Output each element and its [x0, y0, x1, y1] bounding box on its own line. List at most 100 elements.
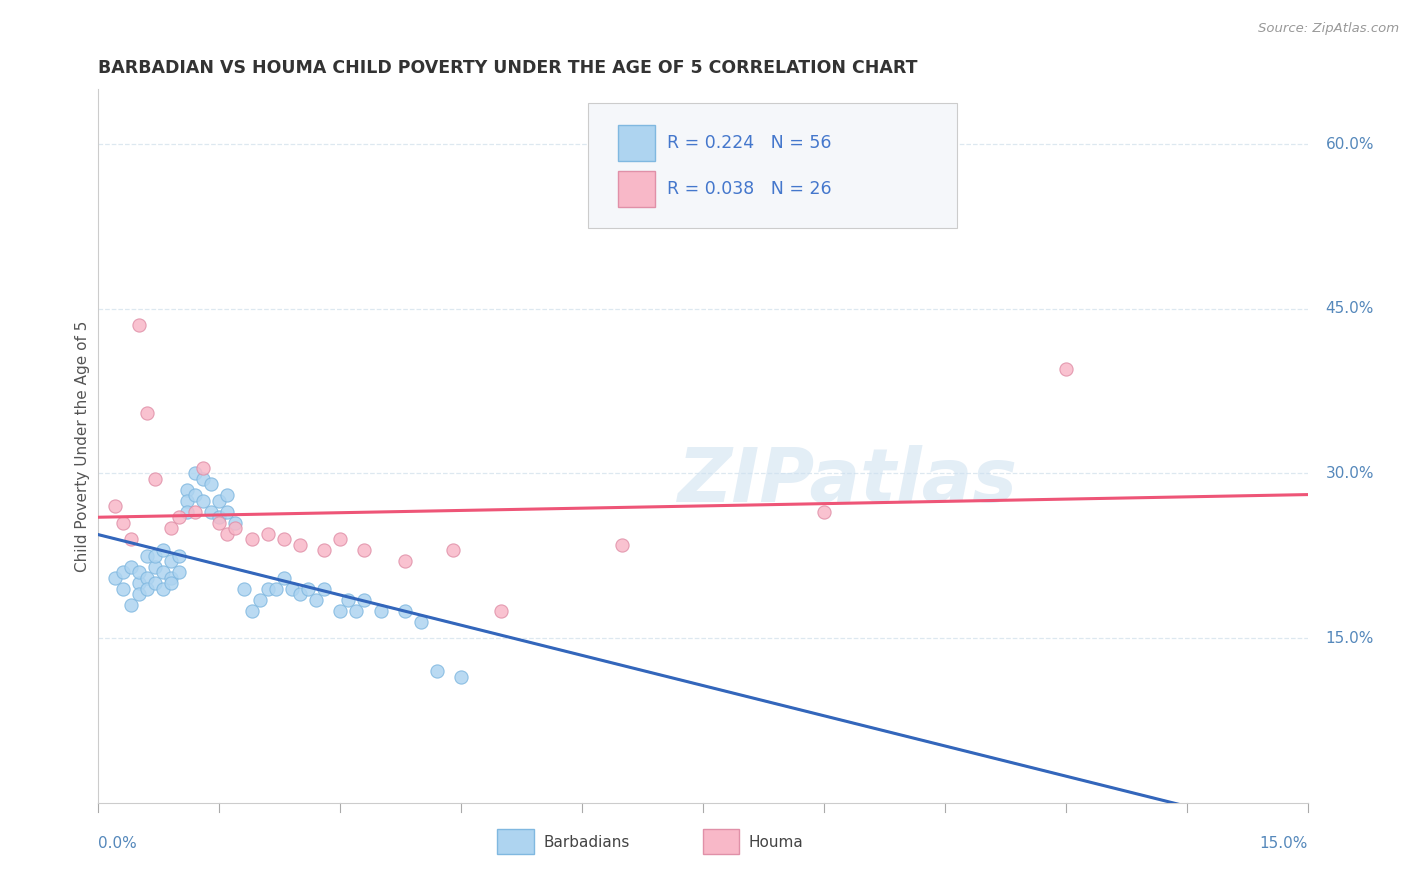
Point: [337, 592, 360, 607]
Text: Barbadians: Barbadians: [543, 835, 630, 849]
Point: [344, 604, 367, 618]
Point: [426, 664, 449, 678]
Point: [208, 494, 231, 508]
FancyBboxPatch shape: [588, 103, 957, 228]
Point: [135, 571, 157, 585]
Text: 0.0%: 0.0%: [98, 836, 138, 851]
Point: [111, 582, 134, 596]
Point: [193, 472, 215, 486]
Point: [208, 516, 231, 530]
Point: [152, 566, 174, 580]
Point: [329, 533, 352, 547]
Point: [200, 505, 222, 519]
Point: [143, 549, 166, 563]
Point: [128, 566, 150, 580]
Point: [167, 549, 190, 563]
Point: [184, 467, 207, 481]
Point: [160, 521, 183, 535]
Point: [103, 500, 125, 514]
Point: [193, 494, 215, 508]
Text: Houma: Houma: [749, 835, 804, 849]
FancyBboxPatch shape: [703, 830, 740, 855]
Point: [160, 554, 183, 568]
Point: [193, 461, 215, 475]
Point: [143, 576, 166, 591]
Text: 30.0%: 30.0%: [1326, 466, 1374, 481]
Point: [184, 505, 207, 519]
Point: [264, 582, 287, 596]
Point: [288, 538, 311, 552]
Point: [160, 576, 183, 591]
Point: [128, 587, 150, 601]
Point: [612, 538, 634, 552]
Point: [160, 571, 183, 585]
Point: [394, 604, 416, 618]
FancyBboxPatch shape: [619, 125, 655, 161]
Point: [208, 510, 231, 524]
Point: [329, 604, 352, 618]
Point: [273, 533, 295, 547]
Text: 45.0%: 45.0%: [1326, 301, 1374, 317]
Point: [314, 582, 336, 596]
Point: [217, 488, 239, 502]
Point: [305, 592, 328, 607]
Point: [120, 533, 142, 547]
FancyBboxPatch shape: [498, 830, 534, 855]
Point: [249, 592, 271, 607]
Point: [135, 406, 157, 420]
Point: [288, 587, 311, 601]
Point: [813, 505, 835, 519]
Y-axis label: Child Poverty Under the Age of 5: Child Poverty Under the Age of 5: [75, 320, 90, 572]
Point: [240, 604, 263, 618]
Point: [128, 576, 150, 591]
Point: [217, 526, 239, 541]
Point: [314, 543, 336, 558]
Text: R = 0.224   N = 56: R = 0.224 N = 56: [666, 134, 831, 152]
Point: [103, 571, 125, 585]
Point: [441, 543, 464, 558]
Point: [232, 582, 254, 596]
Point: [128, 318, 150, 333]
Point: [143, 559, 166, 574]
Text: 60.0%: 60.0%: [1326, 136, 1374, 152]
Text: BARBADIAN VS HOUMA CHILD POVERTY UNDER THE AGE OF 5 CORRELATION CHART: BARBADIAN VS HOUMA CHILD POVERTY UNDER T…: [98, 59, 918, 77]
FancyBboxPatch shape: [619, 171, 655, 207]
Text: R = 0.038   N = 26: R = 0.038 N = 26: [666, 180, 831, 198]
Point: [143, 472, 166, 486]
Point: [176, 483, 198, 497]
Point: [152, 582, 174, 596]
Point: [450, 669, 472, 683]
Point: [273, 571, 295, 585]
Text: 15.0%: 15.0%: [1326, 631, 1374, 646]
Point: [217, 505, 239, 519]
Point: [297, 582, 319, 596]
Point: [111, 566, 134, 580]
Point: [256, 582, 278, 596]
Point: [184, 488, 207, 502]
Text: Source: ZipAtlas.com: Source: ZipAtlas.com: [1258, 22, 1399, 36]
Point: [370, 604, 392, 618]
Point: [167, 510, 190, 524]
Point: [394, 554, 416, 568]
Point: [111, 516, 134, 530]
Point: [176, 494, 198, 508]
Point: [120, 559, 142, 574]
Point: [1054, 362, 1077, 376]
Text: ZIPatlas: ZIPatlas: [678, 445, 1018, 518]
Point: [135, 582, 157, 596]
Point: [353, 543, 375, 558]
Point: [224, 516, 246, 530]
Point: [176, 505, 198, 519]
Point: [120, 598, 142, 612]
Point: [224, 521, 246, 535]
Text: 15.0%: 15.0%: [1260, 836, 1308, 851]
Point: [200, 477, 222, 491]
Point: [491, 604, 513, 618]
Point: [135, 549, 157, 563]
Point: [353, 592, 375, 607]
Point: [409, 615, 432, 629]
Point: [281, 582, 304, 596]
Point: [256, 526, 278, 541]
Point: [152, 543, 174, 558]
Point: [240, 533, 263, 547]
